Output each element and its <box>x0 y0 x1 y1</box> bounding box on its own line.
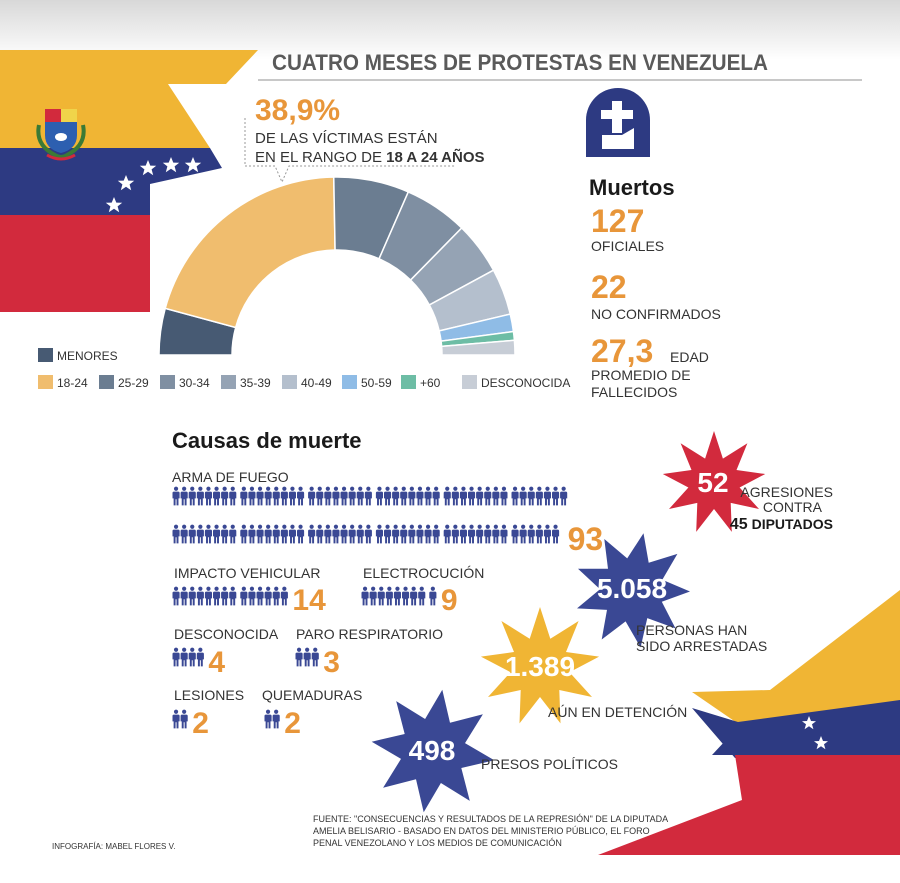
legend-label: 18-24 <box>57 376 88 390</box>
cause-count: 14 <box>292 584 326 617</box>
average-age-label-1: PROMEDIO DE <box>591 367 691 383</box>
arrested-line1: PERSONAS HAN <box>636 622 747 638</box>
legend-swatch <box>99 375 114 389</box>
legend-label: 30-34 <box>179 376 210 390</box>
star-icon <box>577 533 690 648</box>
star-icon <box>105 157 202 213</box>
source-line-2: AMELIA BELISARIO - BASADO EN DATOS DEL M… <box>313 826 650 836</box>
age-highlight-percent: 38,9% <box>255 94 340 127</box>
legend-swatch <box>38 348 53 362</box>
aggressions-line1: AGRESIONES <box>740 484 833 500</box>
legend-label: 25-29 <box>118 376 149 390</box>
cause-label: ELECTROCUCIÓN <box>363 565 484 581</box>
cause-label: DESCONOCIDA <box>174 626 279 642</box>
cause-count: 4 <box>208 646 225 679</box>
stat-stars <box>371 431 766 813</box>
legend-swatch <box>462 375 477 389</box>
cause-label: PARO RESPIRATORIO <box>296 626 443 642</box>
legend-swatch <box>221 375 236 389</box>
muertos-title: Muertos <box>589 175 675 200</box>
legend-swatch <box>282 375 297 389</box>
cause-label: QUEMADURAS <box>262 687 362 703</box>
age-donut-chart <box>158 176 516 356</box>
source-line-1: FUENTE: "CONSECUENCIAS Y RESULTADOS DE L… <box>313 814 668 824</box>
infographic-credit: INFOGRAFÍA: MABEL FLORES V. <box>52 842 175 851</box>
legend-swatch <box>342 375 357 389</box>
legend-label: +60 <box>420 376 441 390</box>
unconfirmed-deaths-value: 22 <box>591 269 627 305</box>
cause-count: 9 <box>441 584 458 617</box>
legend-label: 40-49 <box>301 376 332 390</box>
official-deaths-label: OFICIALES <box>591 238 664 254</box>
tombstone-cross-icon <box>586 88 650 157</box>
average-age-label-2: FALLECIDOS <box>591 384 677 400</box>
coat-of-arms-icon <box>36 97 86 161</box>
callout-line <box>244 118 456 184</box>
arrested-value: 5.058 <box>597 573 667 604</box>
legend-label: 50-59 <box>361 376 392 390</box>
donut-segment-desconocida <box>440 339 516 356</box>
legend-label: DESCONOCIDA <box>481 376 570 390</box>
star-icon <box>802 716 816 730</box>
detained-label: AÚN EN DETENCIÓN <box>548 704 687 720</box>
age-highlight: 38,9% DE LAS VÍCTIMAS ESTÁN EN EL RANGO … <box>244 94 485 184</box>
aggressions-line2: CONTRA <box>763 499 823 515</box>
average-age-unit: EDAD <box>670 349 709 365</box>
official-deaths-value: 127 <box>591 203 644 239</box>
aggressions-value: 52 <box>697 467 728 498</box>
cause-count: 3 <box>323 646 340 679</box>
political-prisoners-label: PRESOS POLÍTICOS <box>481 756 618 772</box>
detained-value: 1.389 <box>505 651 575 682</box>
unconfirmed-deaths-label: NO CONFIRMADOS <box>591 306 721 322</box>
legend-swatch <box>401 375 416 389</box>
age-legend: MENORES 18-24 25-29 30-34 35-39 40-49 50-59 +60… <box>38 348 570 390</box>
star-icon <box>371 689 495 813</box>
legend-swatch <box>38 375 53 389</box>
cause-count: 93 <box>568 521 604 557</box>
star-icon <box>662 431 766 532</box>
flag-top-left <box>0 50 258 312</box>
cause-label: LESIONES <box>174 687 244 703</box>
legend-label: MENORES <box>57 349 118 363</box>
age-highlight-line1: DE LAS VÍCTIMAS ESTÁN <box>255 130 438 147</box>
cause-count: 2 <box>192 707 209 740</box>
stats-labels: 52 AGRESIONES CONTRA 45 DIPUTADOS 5.058 … <box>409 467 833 772</box>
source-line-3: PENAL VENEZOLANO Y LOS MEDIOS DE COMUNIC… <box>313 838 562 848</box>
average-age-value: 27,3 <box>591 333 653 369</box>
muertos-block: Muertos 127 OFICIALES 22 NO CONFIRMADOS … <box>586 88 721 400</box>
star-icon <box>480 607 600 724</box>
aggressions-line3: 45 DIPUTADOS <box>730 516 833 533</box>
arrested-line2: SIDO ARRESTADAS <box>636 638 767 654</box>
page-title: CUATRO MESES DE PROTESTAS EN VENEZUELA <box>272 50 768 75</box>
causes-title: Causas de muerte <box>172 428 362 453</box>
political-prisoners-value: 498 <box>409 735 456 766</box>
cause-count: 2 <box>284 707 301 740</box>
cause-label: ARMA DE FUEGO <box>172 469 289 485</box>
legend-label: 35-39 <box>240 376 271 390</box>
legend-swatch <box>160 375 175 389</box>
star-icon <box>814 736 828 750</box>
age-highlight-line2: EN EL RANGO DE 18 A 24 AÑOS <box>255 148 485 166</box>
flag-bottom-right <box>598 590 900 855</box>
donut-segment-18-24 <box>164 176 336 329</box>
cause-label: IMPACTO VEHICULAR <box>174 565 321 581</box>
